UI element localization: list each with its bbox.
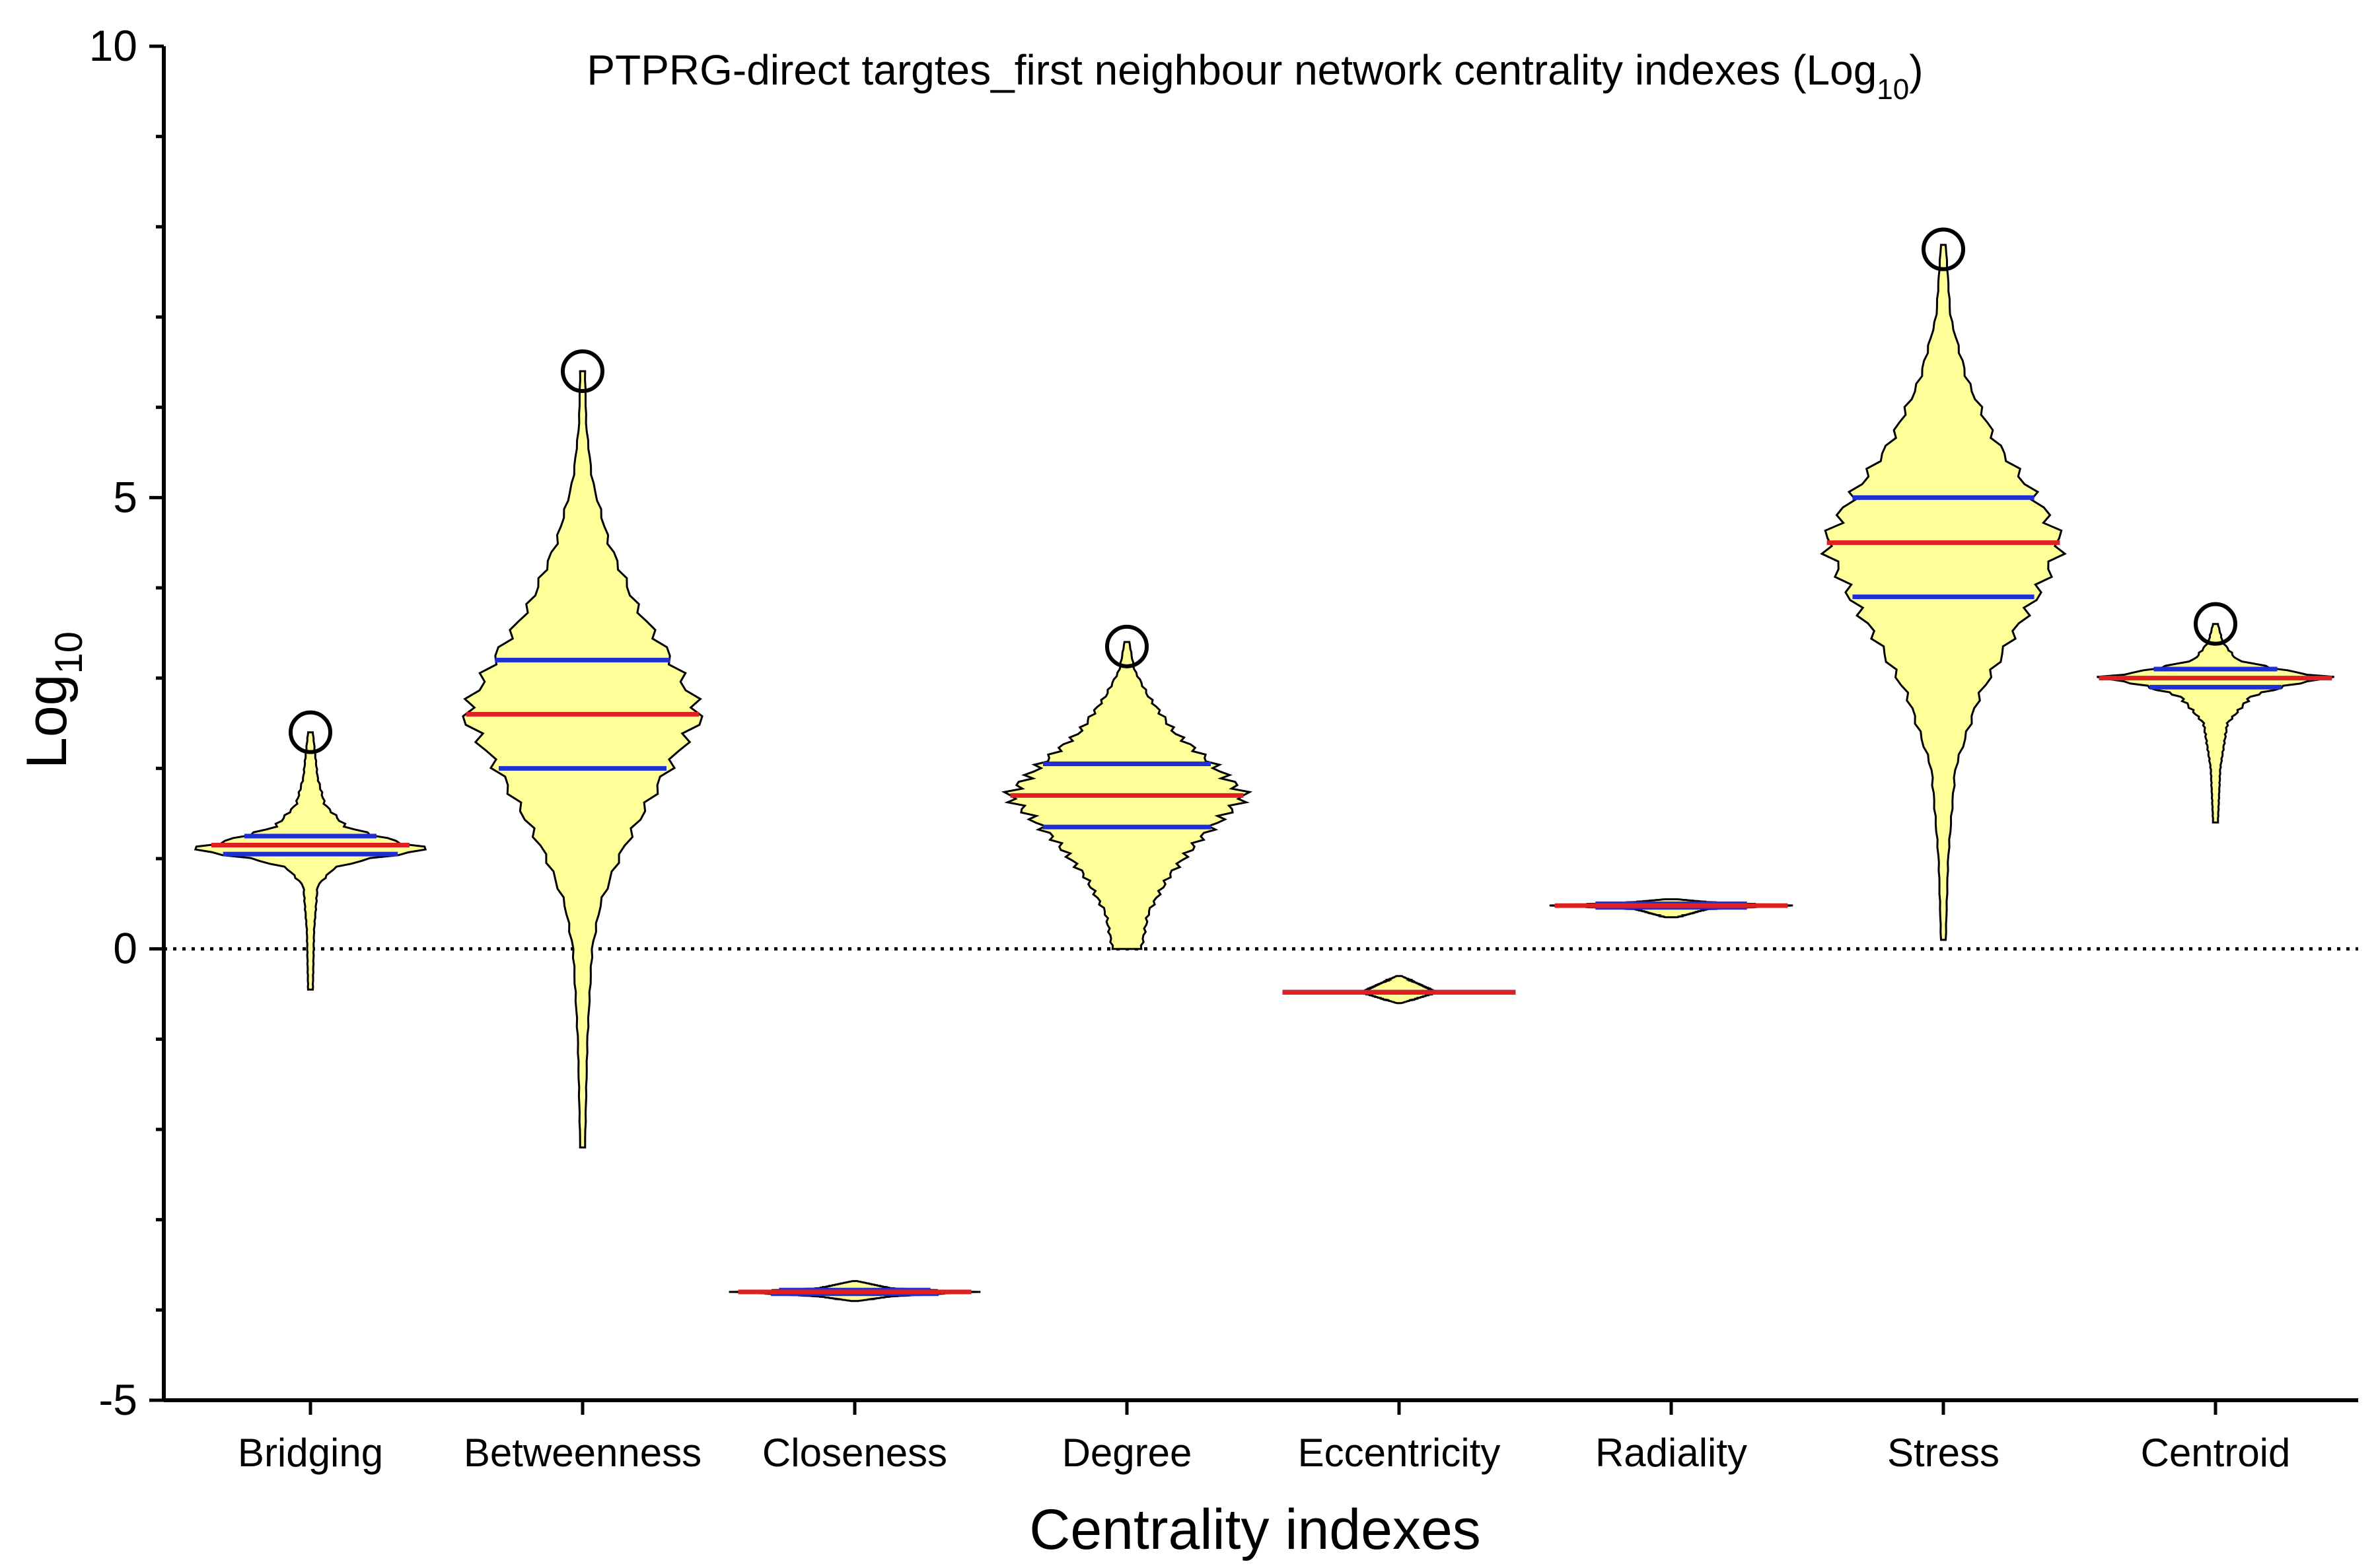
y-tick-label: 0	[113, 924, 137, 973]
violin-body	[1820, 244, 2067, 941]
x-tick-label: Closeness	[762, 1431, 947, 1475]
x-tick-label: Bridging	[238, 1431, 383, 1475]
violin-body	[1287, 975, 1511, 1005]
violin-radiality	[1549, 898, 1793, 919]
ticks-layer: -5 0 5 10 Bridging Betweenness Closeness Degree…	[89, 21, 2291, 1475]
violin-stress	[1820, 227, 2067, 941]
y-axis-label: Log10	[15, 631, 90, 769]
violin-bridging	[194, 710, 427, 991]
violin-body	[2097, 623, 2334, 824]
violin-outlier	[1105, 624, 1149, 668]
violin-outlier	[1922, 227, 1965, 271]
x-axis-label: Centrality indexes	[1029, 1498, 1481, 1561]
axes-layer	[162, 46, 2358, 1402]
violin-eccentricity	[1282, 975, 1516, 1005]
x-tick-label: Centroid	[2141, 1431, 2291, 1475]
violin-centroid	[2097, 602, 2334, 824]
y-tick-label: 10	[89, 21, 137, 70]
x-tick-label: Degree	[1062, 1431, 1192, 1475]
y-tick-label: -5	[98, 1375, 137, 1424]
violin-betweenness	[462, 349, 703, 1149]
violin-outlier	[2194, 602, 2237, 646]
violins-layer	[194, 227, 2334, 1302]
x-tick-label: Betweenness	[464, 1431, 702, 1475]
violin-outlier	[289, 710, 332, 754]
y-tick-label: 5	[113, 472, 137, 521]
x-tick-label: Radiality	[1595, 1431, 1747, 1475]
violin-closeness	[729, 1280, 981, 1302]
violin-body	[462, 370, 703, 1149]
violin-outlier	[561, 349, 604, 393]
violin-body	[194, 731, 427, 991]
chart-title: PTPRG-direct targtes_first neighbour net…	[587, 46, 1923, 106]
violin-degree	[1001, 624, 1253, 950]
x-tick-label: Stress	[1887, 1431, 2000, 1475]
x-tick-label: Eccentricity	[1298, 1431, 1501, 1475]
